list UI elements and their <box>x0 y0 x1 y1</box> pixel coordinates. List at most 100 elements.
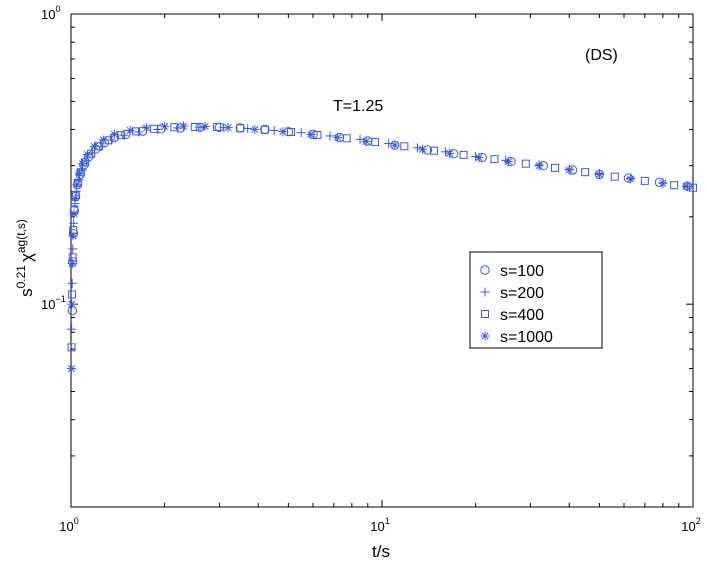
data-point-asterisk <box>250 124 260 134</box>
data-point-plus <box>384 138 394 148</box>
legend-label: s=100 <box>500 263 544 280</box>
data-point-square <box>170 123 179 132</box>
circle-marker-icon <box>480 265 490 275</box>
data-point-square <box>670 181 679 190</box>
data-point-plus <box>269 125 279 135</box>
x-axis-label: t/s <box>372 542 390 561</box>
data-point-plus <box>243 124 253 134</box>
data-point-asterisk <box>67 299 77 309</box>
data-point-asterisk <box>681 181 691 191</box>
data-point-square <box>67 343 76 352</box>
x-tick-label-exponent: 1 <box>385 516 390 526</box>
data-point-asterisk <box>69 209 79 219</box>
x-tick-label-base: 10 <box>59 519 73 534</box>
data-point-plus <box>296 128 306 138</box>
data-point-plus <box>67 324 77 334</box>
data-point-square <box>490 155 499 164</box>
data-point-plus <box>67 278 77 288</box>
data-point-square <box>342 134 351 143</box>
data-point-square <box>287 128 296 137</box>
y-axis-label-args: (t,s) <box>14 219 28 240</box>
data-point-plus <box>325 131 335 141</box>
data-point-asterisk <box>83 149 93 159</box>
data-point-asterisk <box>474 153 484 163</box>
data-point-square <box>190 122 199 131</box>
data-point-asterisk <box>98 135 108 145</box>
data-point-asterisk <box>278 127 288 137</box>
x-tick-label-exponent: 0 <box>74 516 79 526</box>
data-point-square <box>73 178 82 187</box>
y-axis-label-symbol: χ <box>17 253 36 262</box>
data-point-asterisk <box>125 125 135 135</box>
data-point-asterisk <box>445 148 455 158</box>
data-point-square <box>551 163 560 172</box>
data-point-asterisk <box>72 180 82 190</box>
data-point-asterisk <box>594 169 604 179</box>
data-point-asterisk <box>142 123 152 133</box>
data-point-asterisk <box>361 136 371 146</box>
data-point-square <box>521 159 530 168</box>
legend-label: s=400 <box>500 307 544 324</box>
y-tick-label: 100 <box>41 4 60 22</box>
data-point-asterisk <box>564 165 574 175</box>
data-point-asterisk <box>626 174 636 184</box>
x-tick-label: 102 <box>681 516 700 534</box>
y-axis-label-symbol-sup: ag <box>14 240 28 253</box>
x-tick-label-base: 10 <box>681 519 695 534</box>
plus-marker-icon <box>480 287 490 297</box>
legend: s=100 s=200 s=400 s=1000 <box>469 251 603 349</box>
data-point-asterisk <box>534 161 544 171</box>
data-point-square <box>640 176 649 185</box>
data-point-square <box>68 290 77 299</box>
data-point-square <box>213 122 222 131</box>
x-tick-label: 100 <box>59 516 78 534</box>
data-point-square <box>150 124 159 133</box>
data-point-square <box>689 183 697 192</box>
legend-box <box>469 251 603 349</box>
data-point-asterisk <box>67 259 77 269</box>
data-point-asterisk <box>89 141 99 151</box>
data-point-asterisk <box>333 133 343 143</box>
data-point-asterisk <box>68 231 78 241</box>
data-point-square <box>117 131 126 140</box>
data-point-square <box>260 125 269 134</box>
annotation-ds: (DS) <box>585 47 618 64</box>
y-tick-label-base: 10 <box>41 297 55 312</box>
y-axis-label-base: s <box>17 288 36 297</box>
data-point-asterisk <box>503 157 513 167</box>
legend-label: s=1000 <box>500 329 553 346</box>
data-point-square <box>459 150 468 159</box>
y-axis-label-base-sup: 0.21 <box>14 265 28 289</box>
y-axis-label: s0.21 χag(t,s) <box>14 219 36 297</box>
data-point-asterisk <box>75 169 85 179</box>
data-point-asterisk <box>658 178 668 188</box>
y-tick-label-base: 10 <box>41 7 55 22</box>
data-point-circle <box>156 124 166 134</box>
data-point-asterisk <box>110 129 120 139</box>
legend-item: s=100 <box>480 263 544 280</box>
x-tick-label: 101 <box>370 516 389 534</box>
data-point-square <box>400 142 409 151</box>
data-point-square <box>430 146 439 155</box>
data-point-circle <box>67 305 78 316</box>
data-point-asterisk <box>160 121 170 131</box>
y-tick-label: 10−1 <box>41 294 66 312</box>
data-point-asterisk <box>200 121 210 131</box>
data-point-plus <box>355 134 365 144</box>
x-tick-label-base: 10 <box>370 519 384 534</box>
annotation-temperature: T=1.25 <box>333 98 383 115</box>
data-point-asterisk <box>66 364 76 374</box>
asterisk-marker-icon <box>480 331 490 341</box>
data-points <box>66 121 697 374</box>
data-point-square <box>581 168 590 177</box>
legend-label: s=200 <box>500 285 544 302</box>
data-point-asterisk <box>306 130 316 140</box>
x-tick-label-exponent: 2 <box>696 516 701 526</box>
data-point-asterisk <box>418 144 428 154</box>
data-point-asterisk <box>223 123 233 133</box>
legend-item: s=1000 <box>480 329 553 346</box>
y-tick-label-exponent: −1 <box>55 294 65 304</box>
data-point-asterisk <box>178 121 188 131</box>
